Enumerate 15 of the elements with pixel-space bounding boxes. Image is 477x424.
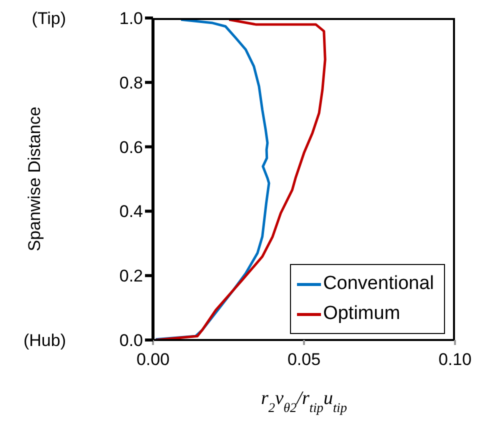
- text: (Tip): [32, 8, 66, 28]
- y-tick-label: 0.4: [119, 202, 143, 222]
- x-tick-label: 0.10: [438, 350, 472, 370]
- y-axis-title: Spanwise Distance: [25, 106, 44, 252]
- text: (Hub): [23, 330, 66, 350]
- x-tick-label: 0.05: [287, 350, 321, 370]
- y-tick-label: 0.8: [119, 73, 143, 92]
- x-axis-title: r$_{2}$v$_{θ2}$/r$_{tip}$u$_{tip}$: [261, 388, 348, 414]
- y-tick-label: 1.0: [119, 9, 143, 28]
- y-tick-label: 0.2: [119, 266, 143, 286]
- legend-label: Conventional: [323, 273, 434, 295]
- x-tick-label: 0.00: [136, 350, 170, 370]
- y-tick-label: 0.6: [119, 138, 143, 157]
- legend-label: Optimum: [323, 303, 400, 325]
- y-tick-label: 0.0: [119, 331, 143, 350]
